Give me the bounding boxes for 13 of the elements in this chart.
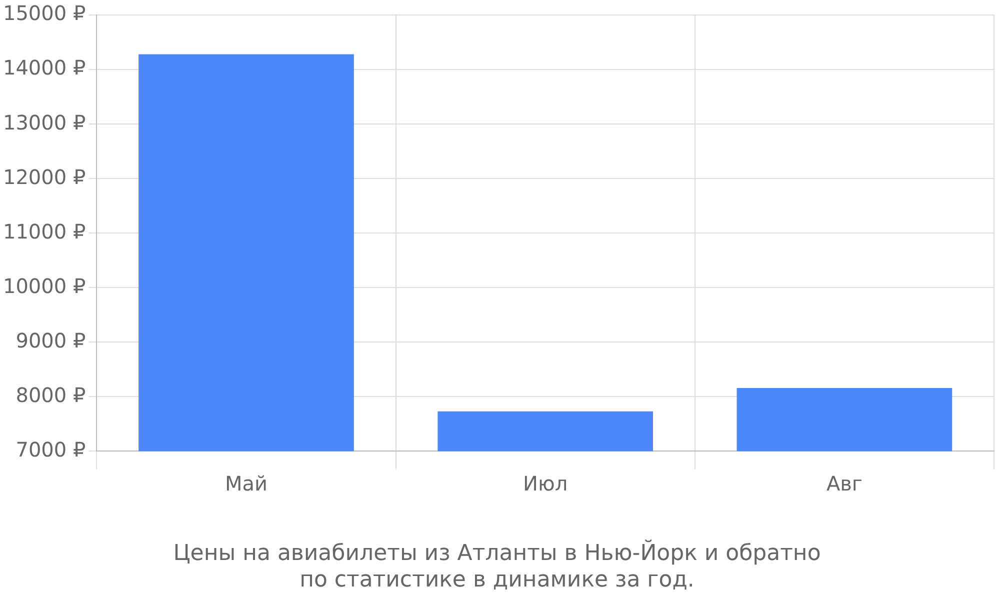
- y-tick-label: 15000 ₽: [2, 1, 86, 26]
- text: Цены на авиабилеты из Атланты в Нью-Йорк и обратно по статистике в динамике за год.: [173, 539, 821, 593]
- x-tick-label: Май: [224, 471, 268, 496]
- y-tick-label: 9000 ₽: [16, 328, 86, 352]
- y-tick-label: 11000 ₽: [2, 219, 86, 244]
- y-tick-label: 12000 ₽: [2, 164, 86, 189]
- x-tick-label: Авг: [826, 471, 862, 496]
- x-tick-label: Июл: [523, 471, 568, 496]
- y-tick-label: 8000 ₽: [16, 382, 86, 407]
- y-tick-label: 13000 ₽: [2, 110, 86, 134]
- y-tick-label: 14000 ₽: [2, 56, 86, 80]
- y-tick-label: 7000 ₽: [16, 437, 86, 462]
- y-tick-label: 10000 ₽: [2, 274, 86, 298]
